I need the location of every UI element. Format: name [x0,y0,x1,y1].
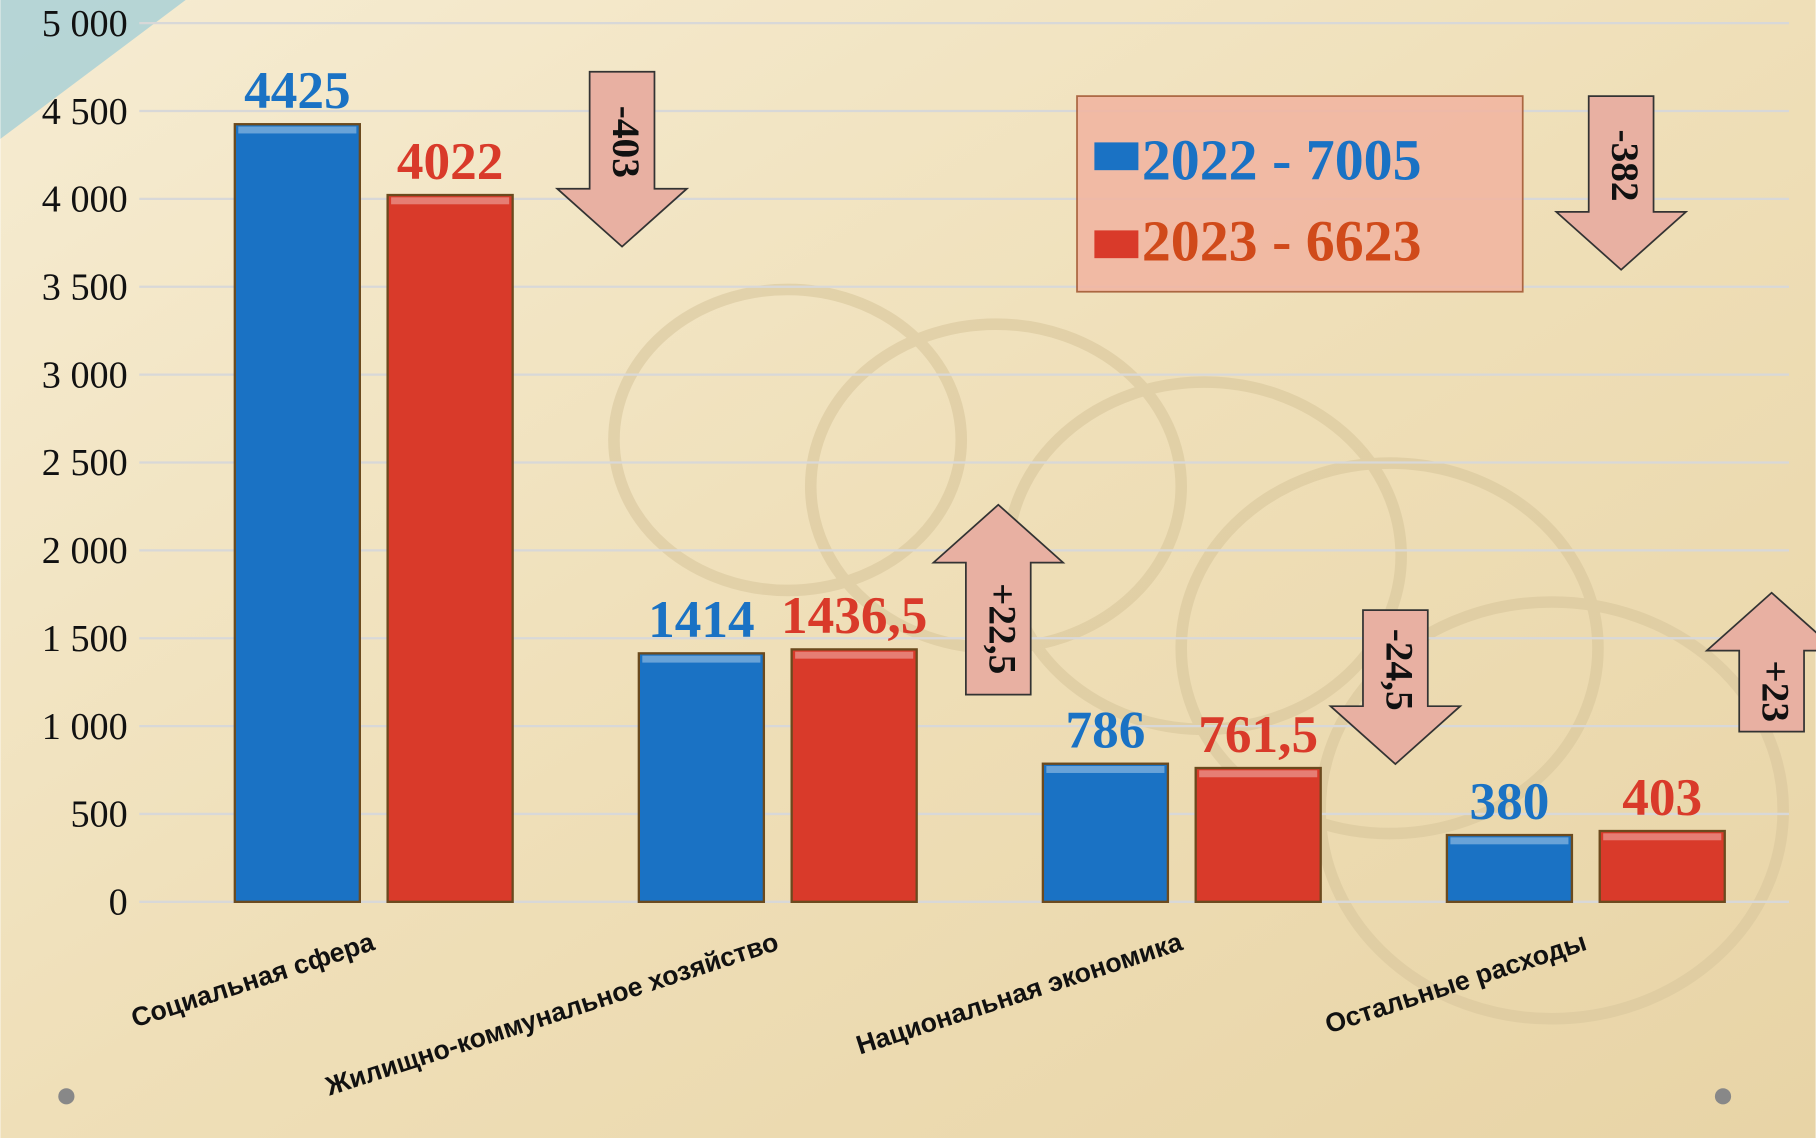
corner-decoration [0,0,186,139]
y-tick-label: 4 500 [42,91,128,133]
legend-label: 2023 - 6623 [1142,208,1422,273]
change-arrow [1704,591,1816,733]
y-tick-label: 500 [70,794,127,836]
y-tick-label: 1 000 [42,706,128,748]
bar-highlight [1199,770,1318,778]
y-tick-label: 2 000 [42,530,128,572]
bar-highlight [391,197,510,205]
change-label: +22,5 [980,583,1024,674]
bar-highlight [1603,833,1722,841]
value-label: 1414 [648,590,755,649]
legend-box [1076,95,1524,293]
bar [637,652,766,903]
change-label: -382 [1603,129,1647,201]
bar [1041,762,1170,903]
value-label: 403 [1622,768,1702,827]
change-label: -24,5 [1377,629,1421,711]
value-label: 786 [1065,700,1145,759]
y-tick-label: 4 000 [42,179,128,221]
bar-highlight [1450,837,1569,845]
dot [1714,1088,1732,1105]
bar [1598,829,1726,903]
bar [1194,766,1322,903]
value-label: 1436,5 [781,586,927,645]
bar-highlight [1046,766,1165,773]
change-label: +23 [1754,660,1798,722]
dot [58,1088,75,1105]
bar-highlight [795,651,914,659]
bar [233,123,361,903]
value-label: 761,5 [1198,705,1318,764]
bar-highlight [238,126,357,134]
legend-label: 2022 - 7005 [1142,127,1422,192]
value-label: 380 [1469,772,1549,831]
value-label: 4425 [244,61,351,120]
legend-swatch [1094,142,1139,171]
y-tick-label: 0 [109,882,128,924]
y-tick-label: 3 000 [42,354,128,396]
value-label: 4022 [397,132,504,191]
bar [790,648,918,903]
y-tick-label: 2 500 [42,442,128,484]
change-arrow [931,503,1066,696]
y-tick-label: 3 500 [42,266,128,308]
y-tick-label: 5 000 [42,3,128,45]
change-arrow [1328,609,1463,766]
bar [386,193,514,903]
change-arrow [1554,95,1689,271]
change-arrow [554,70,690,248]
change-label: -403 [604,106,648,178]
bar-highlight [642,655,761,663]
y-tick-label: 1 500 [42,618,128,660]
legend-swatch [1094,230,1139,259]
bar [1445,833,1574,903]
